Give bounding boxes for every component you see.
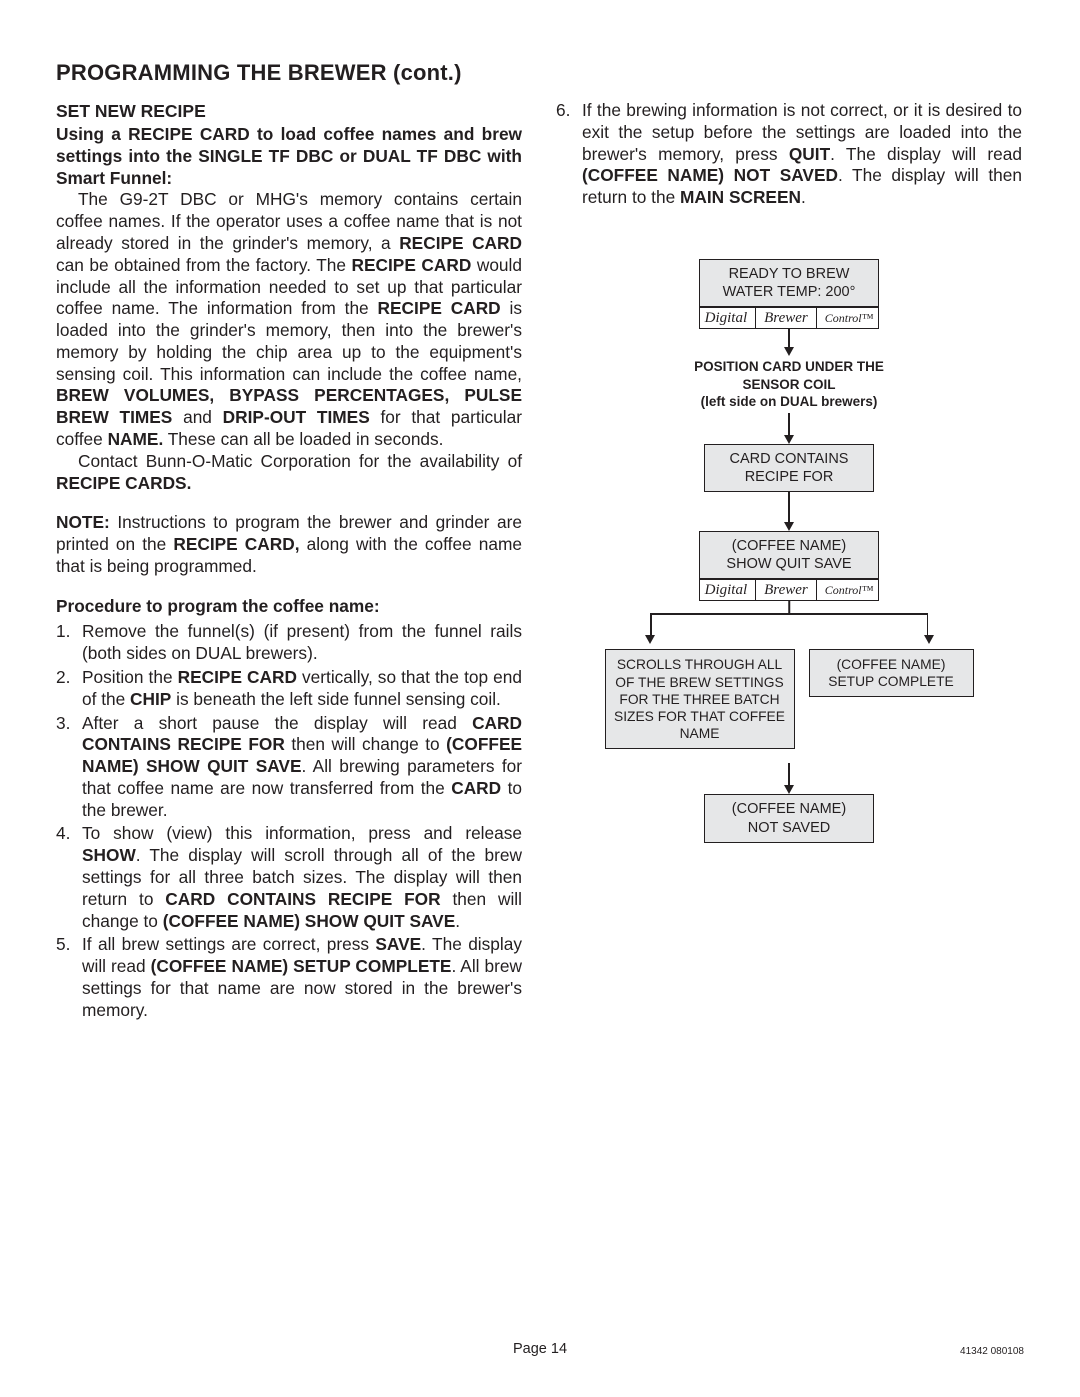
step-5: 5.If all brew settings are correct, pres… [56,934,522,1021]
l: POSITION CARD UNDER THE [694,358,884,376]
flow-box-not-saved: (COFFEE NAME) NOT SAVED [704,794,874,842]
t: RECIPE CARD [399,233,522,253]
t: RECIPE CARD [352,255,472,275]
l: (COFFEE NAME) [820,656,963,673]
t: can be obtained from the factory. The [56,255,352,275]
flow-caption-position: POSITION CARD UNDER THE SENSOR COIL (lef… [694,356,884,413]
dbc-badge: Digital Brewer Control™ [699,307,879,329]
l: FOR THE THREE BATCH [610,691,790,708]
step-2: 2.Position the RECIPE CARD vertically, s… [56,667,522,711]
flowchart: READY TO BREW WATER TEMP: 200° Digital B… [556,259,1022,843]
flow-box-setup-complete: (COFFEE NAME) SETUP COMPLETE [809,649,974,697]
step-3: 3.After a short pause the display will r… [56,713,522,822]
t: NOTE: [56,512,110,532]
arrow-down-icon [784,763,794,794]
t: Contact Bunn-O-Matic Corporation for the… [78,451,522,471]
procedure-list: 1.Remove the funnel(s) (if present) from… [56,621,522,1021]
flow-two-boxes: SCROLLS THROUGH ALL OF THE BREW SETTINGS… [599,649,979,749]
step-6: 6. If the brewing information is not cor… [556,100,1022,209]
badge-word: Brewer [756,580,817,600]
arrow-down-icon [784,413,794,444]
flow-box-card-contains: CARD CONTAINS RECIPE FOR [704,444,874,492]
l: (left side on DUAL brewers) [694,393,884,411]
badge-word: Digital [697,308,757,328]
procedure-heading: Procedure to program the coffee name: [56,596,522,618]
l: SCROLLS THROUGH ALL [610,656,790,673]
badge-word: Digital [697,580,757,600]
l: SIZES FOR THAT COFFEE [610,708,790,725]
l: OF THE BREW SETTINGS [610,674,790,691]
badge-word: Brewer [756,308,817,328]
num: 4. [56,823,82,932]
num: 1. [56,621,82,665]
left-column: SET NEW RECIPE Using a RECIPE CARD to lo… [56,100,522,1024]
arrow-down-icon [645,635,655,644]
l: RECIPE FOR [715,468,863,486]
l: SENSOR COIL [694,376,884,394]
badge-word: Control™ [817,580,882,600]
l: SETUP COMPLETE [820,673,963,690]
section-heading: SET NEW RECIPE [56,100,522,122]
txt: To show (view) this information, press a… [82,823,522,932]
page-title: PROGRAMMING THE BREWER (cont.) [56,60,1024,86]
flow-box-ready: READY TO BREW WATER TEMP: 200° [699,259,879,307]
arrow-down-icon [784,329,794,356]
right-column: 6. If the brewing information is not cor… [556,100,1022,1024]
badge-word: Control™ [817,308,882,328]
l: SHOW QUIT SAVE [710,555,868,573]
dbc-badge: Digital Brewer Control™ [699,579,879,601]
num: 6. [556,100,582,209]
step-1: 1.Remove the funnel(s) (if present) from… [56,621,522,665]
num: 5. [56,934,82,1021]
t: and [172,407,222,427]
page-footer: Page 14 [0,1341,1080,1357]
t: RECIPE CARDS. [56,473,191,493]
arrow-down-icon [924,635,934,644]
flow-split [614,601,964,649]
t: RECIPE CARD, [173,534,299,554]
t: RECIPE CARD [378,298,501,318]
l: WATER TEMP: 200° [710,283,868,301]
t: These can all be loaded in seconds. [163,429,443,449]
l: READY TO BREW [710,265,868,283]
txt: If the brewing information is not correc… [582,100,1022,209]
l: (COFFEE NAME) [710,537,868,555]
paragraph-2: Contact Bunn-O-Matic Corporation for the… [56,451,522,495]
l: NAME [610,725,790,742]
l: (COFFEE NAME) [715,800,863,818]
num: 3. [56,713,82,822]
flow-box-show-quit-save: (COFFEE NAME) SHOW QUIT SAVE [699,531,879,579]
two-column-layout: SET NEW RECIPE Using a RECIPE CARD to lo… [56,100,1024,1024]
txt: After a short pause the display will rea… [82,713,522,822]
paragraph-1: The G9-2T DBC or MHG's memory contains c… [56,189,522,450]
t: DRIP-OUT TIMES [223,407,370,427]
doc-number: 41342 080108 [960,1346,1024,1357]
step-4: 4.To show (view) this information, press… [56,823,522,932]
arrow-down-icon [784,492,794,531]
l: CARD CONTAINS [715,450,863,468]
note-paragraph: NOTE: Instructions to program the brewer… [56,512,522,577]
intro-bold: Using a RECIPE CARD to load coffee names… [56,124,522,189]
t: NAME. [108,429,164,449]
txt: Position the RECIPE CARD vertically, so … [82,667,522,711]
num: 2. [56,667,82,711]
l: NOT SAVED [715,819,863,837]
flow-box-scrolls: SCROLLS THROUGH ALL OF THE BREW SETTINGS… [605,649,795,749]
txt: If all brew settings are correct, press … [82,934,522,1021]
txt: Remove the funnel(s) (if present) from t… [82,621,522,665]
